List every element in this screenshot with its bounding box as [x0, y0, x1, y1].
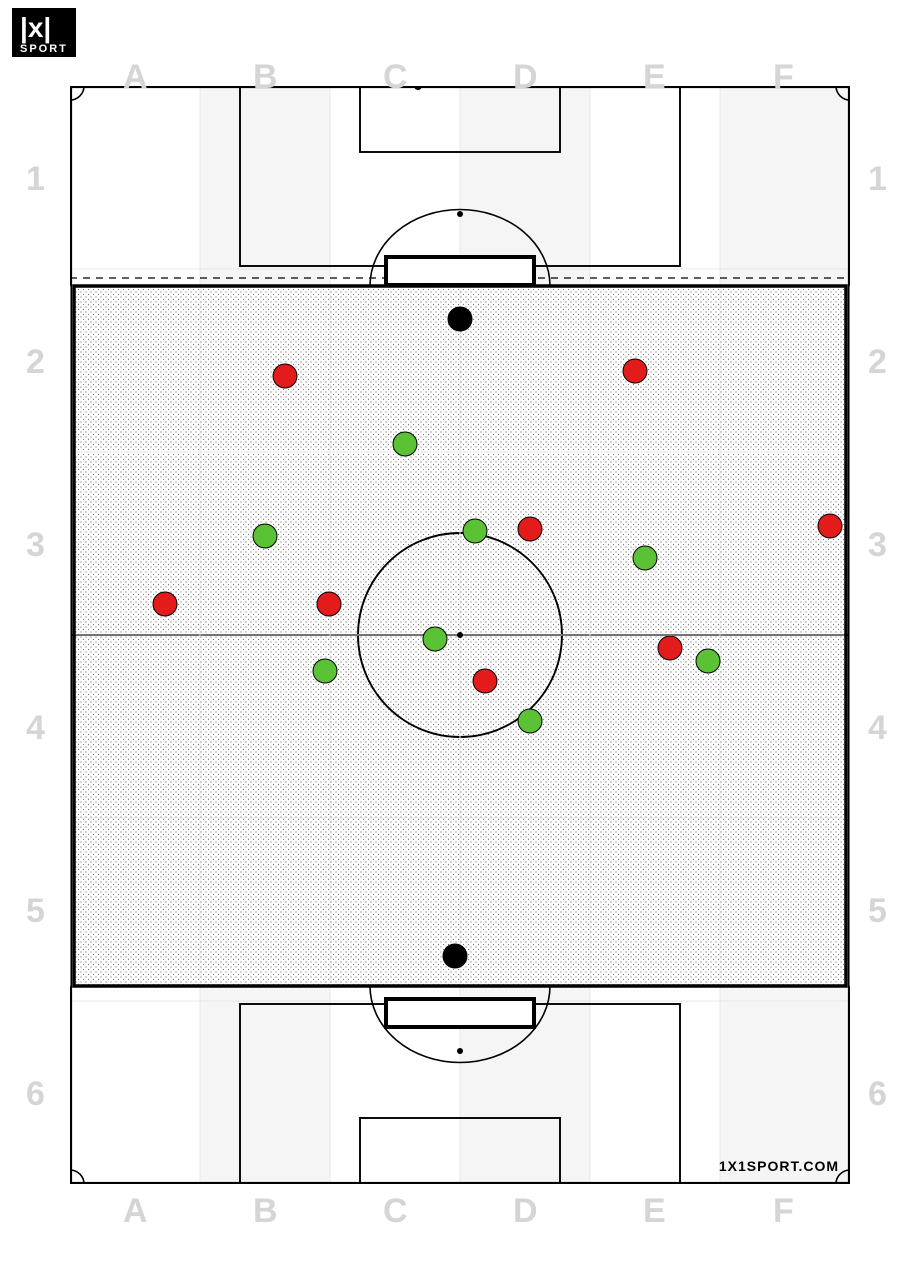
row-label-2-right: 2 — [868, 343, 887, 382]
col-label-B-bot: B — [253, 1192, 278, 1231]
col-label-C-top: C — [383, 58, 408, 97]
col-label-C-bot: C — [383, 1192, 408, 1231]
watermark: 1X1SPORT.COM — [719, 1158, 839, 1174]
pitch-diagram — [70, 86, 850, 1184]
col-label-D-top: D — [513, 58, 538, 97]
row-label-5-right: 5 — [868, 892, 887, 931]
col-label-A-bot: A — [123, 1192, 148, 1231]
col-label-E-bot: E — [643, 1192, 666, 1231]
col-label-F-top: F — [773, 58, 794, 97]
col-label-F-bot: F — [773, 1192, 794, 1231]
col-label-D-bot: D — [513, 1192, 538, 1231]
col-label-A-top: A — [123, 58, 148, 97]
col-label-B-top: B — [253, 58, 278, 97]
col-label-E-top: E — [643, 58, 666, 97]
logo-sub: SPORT — [20, 44, 68, 55]
row-label-3-right: 3 — [868, 526, 887, 565]
row-label-2-left: 2 — [26, 343, 45, 382]
brand-logo: |x| SPORT — [12, 8, 76, 57]
row-label-1-left: 1 — [26, 160, 45, 199]
row-label-1-right: 1 — [868, 160, 887, 199]
row-label-4-right: 4 — [868, 709, 887, 748]
row-label-3-left: 3 — [26, 526, 45, 565]
row-label-6-left: 6 — [26, 1075, 45, 1114]
logo-main: |x| — [20, 12, 51, 43]
row-label-6-right: 6 — [868, 1075, 887, 1114]
row-label-4-left: 4 — [26, 709, 45, 748]
row-label-5-left: 5 — [26, 892, 45, 931]
